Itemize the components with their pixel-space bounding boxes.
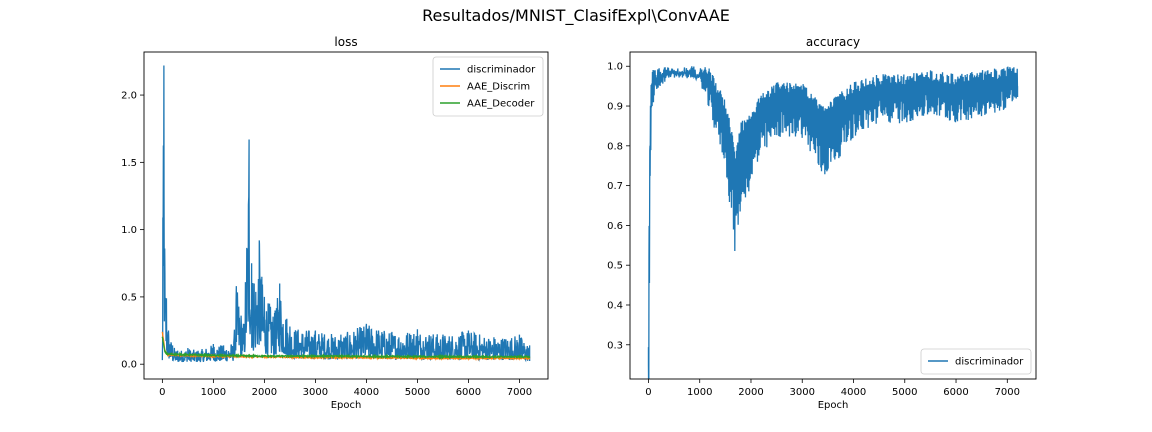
y-tick-label: 1.0 bbox=[607, 62, 623, 73]
x-tick-label: 1000 bbox=[201, 387, 226, 398]
loss-subplot: loss 0 1000 2000 3000 4000 5000 6000 7000 0.0 0.5 1… bbox=[121, 35, 549, 411]
legend-box bbox=[920, 348, 1032, 375]
legend-box bbox=[432, 56, 544, 117]
y-tick-label: 0.7 bbox=[607, 181, 623, 192]
series-line-AAE_Decoder bbox=[161, 336, 531, 360]
x-tick-label: 2000 bbox=[252, 387, 277, 398]
accuracy-subplot: accuracy 0 1000 2000 3000 4000 5000 6000 7000 0.3… bbox=[607, 35, 1037, 411]
x-tick-label: 3000 bbox=[790, 387, 815, 398]
x-tick-label: 4000 bbox=[841, 387, 866, 398]
series-group bbox=[647, 66, 1019, 379]
y-tick-label: 0.6 bbox=[607, 221, 623, 232]
y-tick-label: 0.8 bbox=[607, 141, 623, 152]
y-tick-label: 0.5 bbox=[607, 261, 623, 272]
x-tick-label: 7000 bbox=[507, 387, 532, 398]
series-line-discriminador bbox=[161, 65, 531, 363]
x-tick-label: 6000 bbox=[456, 387, 481, 398]
y-tick-label: 1.0 bbox=[121, 225, 137, 236]
x-axis-label: Epoch bbox=[331, 400, 362, 411]
subplot-title: accuracy bbox=[806, 35, 860, 49]
legend-label: AAE_Decoder bbox=[467, 99, 535, 110]
figure-title: Resultados/MNIST_ClasifExpl\ConvAAE bbox=[422, 6, 730, 25]
x-tick-label: 2000 bbox=[738, 387, 763, 398]
legend-label: AAE_Discrim bbox=[467, 82, 530, 93]
x-tick-label: 3000 bbox=[303, 387, 328, 398]
y-tick-label: 0.3 bbox=[607, 340, 623, 351]
axes-frame bbox=[629, 51, 1037, 380]
y-tick-label: 0.0 bbox=[121, 360, 137, 371]
legend-label: discriminador bbox=[955, 357, 1024, 368]
y-tick-label: 0.5 bbox=[121, 292, 137, 303]
x-tick-label: 5000 bbox=[892, 387, 917, 398]
y-tick-label: 0.4 bbox=[607, 300, 623, 311]
series-line-discriminador bbox=[647, 66, 1019, 379]
x-tick-label: 1000 bbox=[687, 387, 712, 398]
x-tick-label: 0 bbox=[645, 387, 651, 398]
x-axis-label: Epoch bbox=[818, 400, 849, 411]
y-tick-label: 0.9 bbox=[607, 102, 623, 113]
y-tick-label: 1.5 bbox=[121, 158, 137, 169]
legend-label: discriminador bbox=[467, 65, 536, 76]
axes-frame bbox=[143, 51, 549, 380]
x-tick-label: 4000 bbox=[354, 387, 379, 398]
subplot-title: loss bbox=[334, 35, 357, 49]
x-tick-label: 5000 bbox=[405, 387, 430, 398]
x-tick-label: 7000 bbox=[995, 387, 1020, 398]
series-group bbox=[161, 65, 531, 363]
y-tick-label: 2.0 bbox=[121, 91, 137, 102]
x-tick-label: 0 bbox=[159, 387, 165, 398]
x-tick-label: 6000 bbox=[943, 387, 968, 398]
